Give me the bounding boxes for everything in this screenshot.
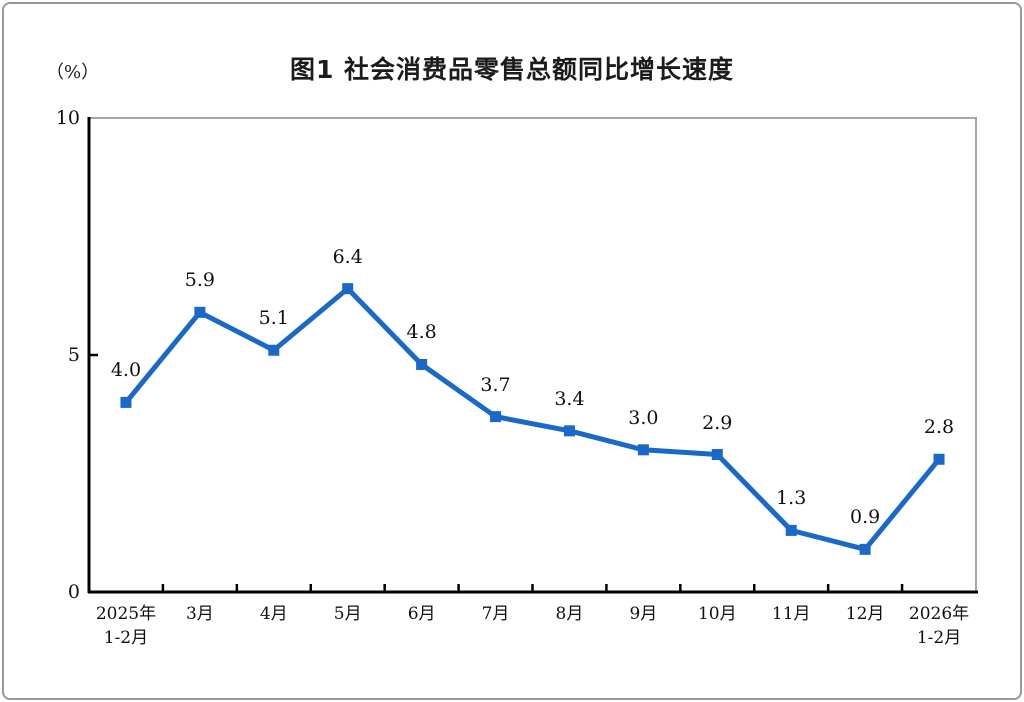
- x-category-label: 4月: [259, 604, 288, 624]
- data-point-value-label: 3.4: [554, 387, 585, 410]
- x-category-label: 2026年 1-2月: [908, 604, 970, 648]
- data-point-marker: [416, 358, 428, 370]
- data-point-marker: [563, 425, 575, 437]
- y-axis-unit-label: （%）: [46, 62, 100, 83]
- data-point-value-label: 0.9: [850, 506, 881, 529]
- x-category-label: 11月: [771, 604, 811, 624]
- data-point-value-label: 2.8: [923, 416, 955, 439]
- x-category-label: 2025年 1-2月: [95, 604, 157, 648]
- data-point-value-label: 3.0: [628, 406, 659, 429]
- data-point-marker: [711, 449, 723, 461]
- x-category-label: 7月: [481, 604, 510, 624]
- x-category-label: 5月: [333, 604, 362, 624]
- y-tick-label: 0: [67, 581, 80, 603]
- data-point-marker: [120, 396, 132, 408]
- data-point-marker: [490, 411, 502, 423]
- x-category-label: 9月: [629, 604, 658, 624]
- data-point-marker: [785, 524, 797, 536]
- x-category-label: 10月: [697, 604, 737, 624]
- data-point-marker: [342, 283, 354, 295]
- data-point-value-label: 3.7: [480, 373, 511, 396]
- data-point-value-label: 4.0: [110, 359, 142, 382]
- y-tick-label: 5: [67, 344, 80, 366]
- data-point-marker: [268, 344, 280, 356]
- series-layer: [89, 283, 945, 592]
- data-point-value-label: 6.4: [332, 245, 363, 268]
- data-point-value-label: 5.1: [258, 307, 289, 330]
- x-category-label: 6月: [407, 604, 436, 624]
- data-point-marker: [859, 543, 871, 555]
- x-category-label: 8月: [555, 604, 584, 624]
- data-point-value-label: 1.3: [776, 487, 807, 510]
- x-category-label: 3月: [185, 604, 214, 624]
- data-point-value-label: 4.8: [406, 321, 437, 344]
- data-point-marker: [933, 453, 945, 465]
- x-category-label: 12月: [845, 604, 885, 624]
- chart-title: 图1 社会消费品零售总额同比增长速度: [289, 55, 735, 84]
- data-point-marker: [194, 306, 206, 318]
- y-tick-label: 10: [55, 107, 80, 129]
- data-point-value-label: 2.9: [702, 411, 733, 434]
- data-point-value-label: 5.9: [184, 269, 215, 292]
- data-point-marker: [637, 444, 649, 456]
